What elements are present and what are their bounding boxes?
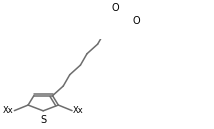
Text: S: S [40, 115, 46, 125]
Text: O: O [132, 16, 140, 26]
Text: Xx: Xx [3, 106, 13, 115]
Text: Xx: Xx [73, 106, 84, 115]
Text: O: O [111, 3, 119, 13]
